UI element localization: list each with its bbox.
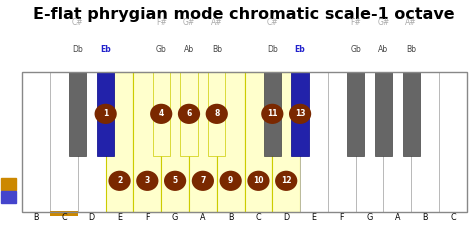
Ellipse shape [289, 104, 311, 124]
Text: Gb: Gb [350, 45, 361, 54]
Text: 12: 12 [281, 176, 291, 185]
Bar [402, 72, 420, 156]
Bar [272, 72, 300, 211]
Text: 13: 13 [295, 109, 305, 118]
Bar [50, 72, 78, 211]
Text: C: C [450, 213, 456, 222]
Ellipse shape [261, 104, 283, 124]
Text: B: B [33, 213, 39, 222]
Text: 1: 1 [103, 109, 108, 118]
Text: A: A [394, 213, 400, 222]
Text: 9: 9 [228, 176, 233, 185]
Bar [152, 72, 170, 156]
Text: E-flat phrygian mode chromatic scale-1 octave: E-flat phrygian mode chromatic scale-1 o… [33, 7, 454, 22]
Ellipse shape [192, 171, 214, 191]
Bar [23, 72, 467, 211]
Text: 4: 4 [159, 109, 164, 118]
Bar [384, 72, 411, 211]
Bar [300, 72, 328, 211]
Bar [411, 72, 439, 211]
Text: C: C [61, 213, 67, 222]
Text: D: D [283, 213, 289, 222]
Text: 10: 10 [253, 176, 264, 185]
Ellipse shape [164, 171, 186, 191]
Text: C: C [256, 213, 261, 222]
Bar [181, 72, 197, 156]
Bar [208, 72, 226, 156]
Text: Bb: Bb [406, 45, 416, 54]
Text: Bb: Bb [212, 45, 222, 54]
Text: 7: 7 [200, 176, 205, 185]
Bar [244, 72, 272, 211]
Text: G#: G# [377, 18, 390, 27]
Text: Db: Db [267, 45, 278, 54]
Text: 5: 5 [173, 176, 178, 185]
Bar [78, 72, 106, 211]
Text: 6: 6 [186, 109, 192, 118]
Ellipse shape [275, 171, 297, 191]
Ellipse shape [136, 171, 159, 191]
Ellipse shape [108, 171, 131, 191]
Text: basicmusictheory.com: basicmusictheory.com [7, 79, 11, 137]
Text: 3: 3 [145, 176, 150, 185]
Text: A: A [200, 213, 205, 222]
Bar [23, 72, 50, 211]
Text: Eb: Eb [100, 45, 111, 54]
Text: F#: F# [156, 18, 166, 27]
Text: 11: 11 [267, 109, 278, 118]
Bar [69, 72, 86, 156]
Bar [356, 72, 384, 211]
Bar [97, 72, 114, 156]
Text: G: G [172, 213, 178, 222]
Text: F: F [340, 213, 344, 222]
Text: F: F [145, 213, 150, 222]
Bar [375, 72, 392, 156]
Bar [264, 72, 281, 156]
Bar [347, 72, 364, 156]
Text: G#: G# [183, 18, 195, 27]
Bar [1, 191, 16, 202]
Text: Ab: Ab [184, 45, 194, 54]
Text: E: E [117, 213, 122, 222]
Bar [217, 72, 244, 211]
Text: B: B [422, 213, 428, 222]
Text: Gb: Gb [156, 45, 166, 54]
Text: A#: A# [211, 18, 223, 27]
Text: E: E [311, 213, 317, 222]
Text: 2: 2 [117, 176, 122, 185]
Ellipse shape [205, 104, 228, 124]
Text: A#: A# [405, 18, 417, 27]
Bar [161, 72, 189, 211]
Text: G: G [366, 213, 373, 222]
Ellipse shape [247, 171, 270, 191]
Text: Db: Db [73, 45, 83, 54]
Text: B: B [228, 213, 234, 222]
Bar [134, 72, 161, 211]
Bar [189, 72, 217, 211]
Bar [439, 72, 467, 211]
Text: 8: 8 [214, 109, 219, 118]
Bar [291, 72, 309, 156]
Text: Ab: Ab [378, 45, 388, 54]
Ellipse shape [150, 104, 172, 124]
Text: Eb: Eb [295, 45, 305, 54]
Bar [106, 72, 134, 211]
Text: C#: C# [266, 18, 278, 27]
Ellipse shape [219, 171, 242, 191]
Text: C#: C# [72, 18, 83, 27]
Text: F#: F# [350, 18, 361, 27]
Bar [50, 211, 78, 216]
Ellipse shape [178, 104, 200, 124]
Text: D: D [89, 213, 95, 222]
Bar [328, 72, 356, 211]
Bar [1, 178, 16, 190]
Ellipse shape [95, 104, 117, 124]
